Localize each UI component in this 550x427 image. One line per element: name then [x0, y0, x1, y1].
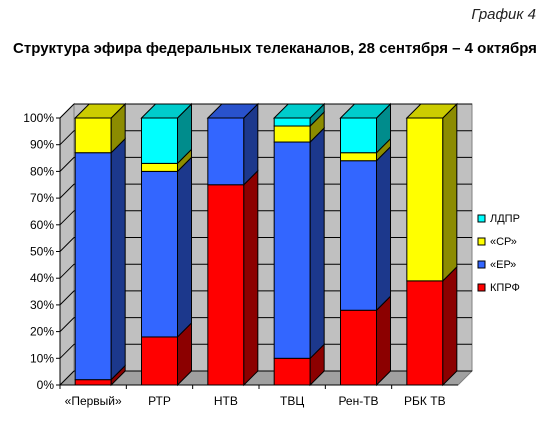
- y-tick-label: 30%: [30, 298, 54, 312]
- bar-segment-top: [206, 103, 260, 119]
- bar-segment-side: [309, 126, 325, 360]
- bar-segment: [74, 379, 112, 386]
- legend-swatch: [477, 237, 486, 246]
- bar-segment-top: [339, 103, 392, 119]
- bar-segment: [207, 117, 245, 186]
- bar-segment-side: [177, 156, 192, 339]
- y-tick-label: 80%: [30, 164, 54, 178]
- chart-title: Структура эфира федеральных телеканалов,…: [13, 40, 537, 57]
- x-category-label: «Первый»: [65, 394, 122, 408]
- y-tick-label: 100%: [23, 111, 54, 125]
- bar-segment: [340, 309, 377, 386]
- bar-segment: [340, 117, 377, 154]
- bar-segment-top: [405, 103, 459, 119]
- gridline-side: [59, 237, 75, 252]
- y-tick-label: 20%: [30, 325, 54, 339]
- bar-segment-top: [272, 103, 326, 119]
- bar-segment-side: [243, 169, 259, 387]
- y-tick-label: 10%: [30, 351, 54, 365]
- y-tick-label: 70%: [30, 191, 54, 205]
- legend-label: ЛДПР: [490, 213, 520, 225]
- bar-segment-side: [376, 145, 391, 312]
- bar-segment-side: [442, 102, 458, 283]
- bar-segment: [406, 280, 444, 386]
- bar-segment: [340, 160, 377, 311]
- legend-swatch: [477, 260, 486, 269]
- gridline-side: [59, 290, 75, 306]
- bar-segment-side: [110, 137, 126, 381]
- bar-segment: [207, 184, 245, 386]
- bar-segment: [273, 117, 311, 127]
- bar-segment: [74, 117, 112, 154]
- bar-segment: [141, 336, 178, 386]
- bar-segment-side: [442, 265, 458, 387]
- y-tick-label: 40%: [30, 271, 54, 285]
- bar-segment-top: [73, 103, 127, 119]
- x-category-label: РБК ТВ: [404, 394, 446, 408]
- bar-segment: [141, 117, 178, 164]
- bar-segment: [406, 117, 444, 282]
- legend-label: «СР»: [490, 236, 517, 248]
- y-tick-label: 90%: [30, 138, 54, 152]
- bar-segment: [273, 141, 311, 359]
- bar-segment: [273, 125, 311, 143]
- x-category-label: ТВЦ: [280, 394, 304, 408]
- chart-number-label: График 4: [471, 6, 536, 23]
- x-category-label: РТР: [148, 394, 171, 408]
- y-tick-label: 0%: [37, 378, 55, 392]
- legend-label: КПРФ: [490, 282, 520, 294]
- gridline-side: [59, 157, 75, 172]
- legend-swatch: [477, 214, 486, 223]
- bar-segment: [141, 162, 178, 172]
- gridline-side: [59, 103, 75, 119]
- gridline-side: [59, 343, 75, 359]
- legend-label: «ЕР»: [490, 259, 516, 271]
- bar-segment: [74, 152, 112, 381]
- gridline-side: [59, 370, 75, 386]
- x-category-label: Рен-ТВ: [338, 394, 378, 408]
- bar-segment-top: [140, 103, 193, 119]
- y-tick-label: 50%: [30, 245, 54, 259]
- gridline-side: [59, 263, 75, 279]
- bar-segment: [340, 152, 377, 162]
- legend-swatch: [477, 283, 486, 292]
- gridline-side: [59, 130, 75, 146]
- gridline-side: [59, 210, 75, 226]
- bar-segment: [141, 170, 178, 338]
- x-category-label: НТВ: [214, 394, 238, 408]
- gridline-side: [59, 183, 75, 199]
- bar-segment-side: [376, 295, 391, 387]
- y-tick-label: 60%: [30, 218, 54, 232]
- gridline-side: [59, 317, 75, 332]
- bar-segment: [273, 357, 311, 386]
